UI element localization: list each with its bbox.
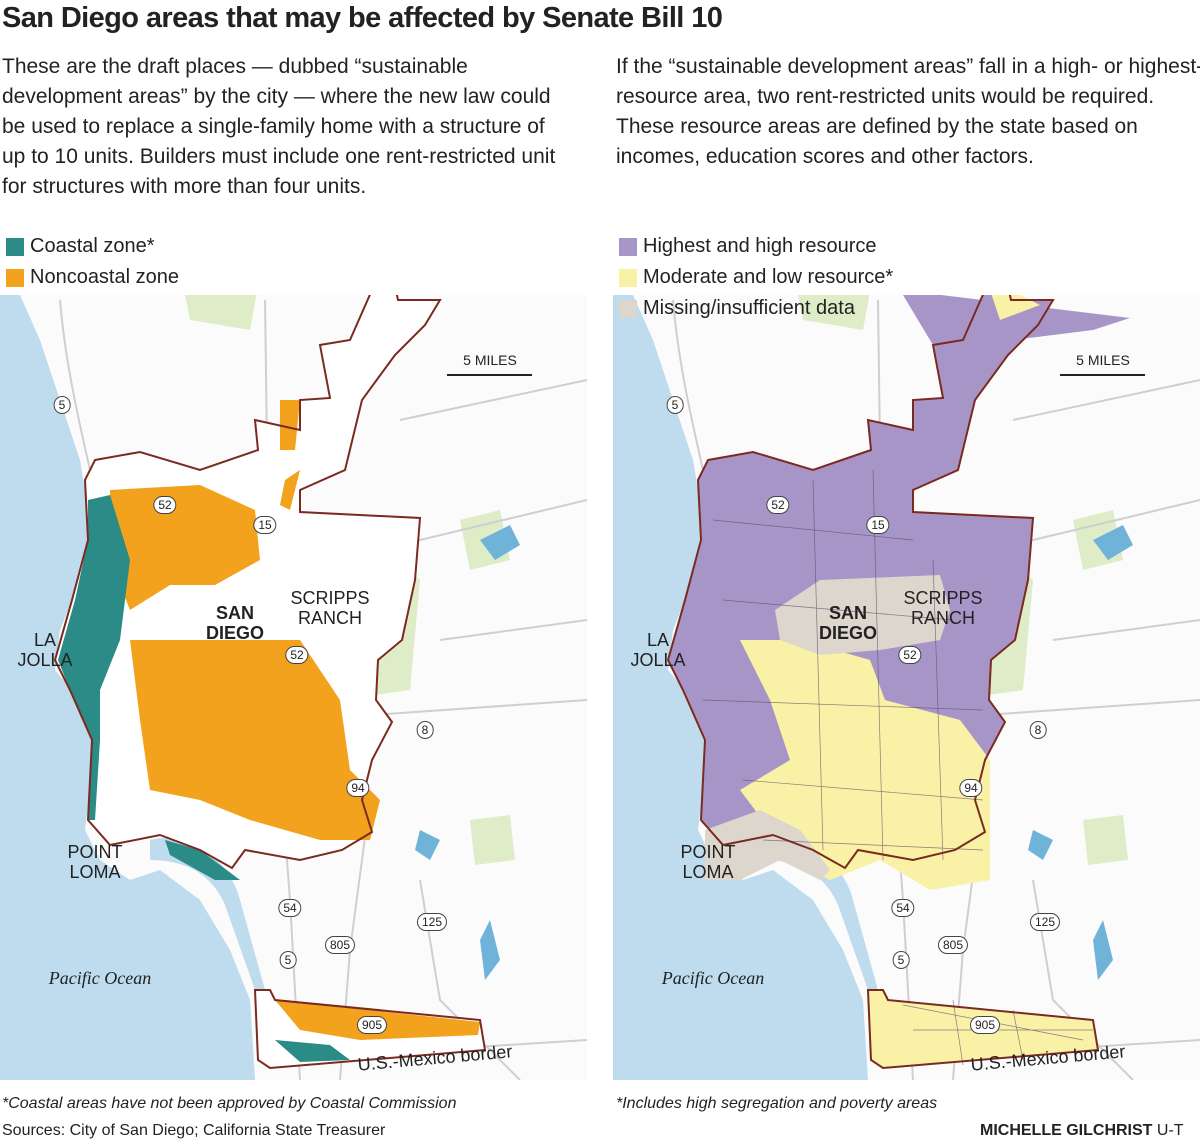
noncoastal-areas — [110, 400, 480, 1040]
left-map — [0, 295, 587, 1080]
highway-shield: 5 — [892, 951, 910, 969]
place-label: SAN DIEGO — [205, 603, 264, 643]
place-label: LA JOLLA — [17, 630, 73, 670]
legend-label: Moderate and low resource* — [643, 266, 894, 288]
highway-shield: 54 — [278, 899, 302, 917]
place-label: Pacific Ocean — [48, 968, 152, 988]
highway-shield: 54 — [891, 899, 915, 917]
highway-shield: 15 — [253, 516, 277, 534]
highway-shield: 15 — [866, 516, 890, 534]
intro: If the “sustainable development areas” f… — [616, 55, 1200, 168]
highway-shield: 94 — [346, 779, 370, 797]
highway-shield: 8 — [416, 721, 434, 739]
highway-shield: 805 — [324, 936, 356, 954]
highway-shield: 52 — [285, 646, 309, 664]
highway-shield: 52 — [153, 496, 177, 514]
footnote: *Includes high segregation and poverty a… — [616, 1095, 938, 1112]
highway-shield: 5 — [279, 951, 297, 969]
legend-item: Noncoastal zone — [6, 266, 179, 289]
intro: These are the draft places — dubbed “sus… — [2, 55, 556, 198]
legend-item: Highest and high resource — [619, 235, 876, 258]
legend-swatch — [619, 268, 637, 287]
place-label: SAN DIEGO — [818, 603, 877, 643]
legend-swatch — [619, 237, 637, 256]
title: San Diego areas that may be affected by … — [2, 2, 723, 34]
legend-swatch — [619, 299, 637, 318]
footnote: *Coastal areas have not been approved by… — [2, 1095, 457, 1112]
highway-shield: 52 — [898, 646, 922, 664]
scale-label: 5 MILES — [463, 352, 517, 368]
highway-shield: 5 — [53, 396, 71, 414]
legend-item: Coastal zone* — [6, 235, 155, 258]
place-label: POINT LOMA — [67, 842, 123, 882]
credit-block: MICHELLE GILCHRIST U-T — [980, 1122, 1184, 1140]
legend-item: Moderate and low resource* — [619, 266, 893, 289]
highway-shield: 94 — [959, 779, 983, 797]
coastal-areas — [58, 495, 350, 1062]
legend-swatch — [6, 268, 24, 287]
legend-item: Missing/insufficient data — [619, 297, 855, 320]
right-map — [613, 295, 1200, 1080]
place-label: LA JOLLA — [630, 630, 686, 670]
legend-swatch — [6, 237, 24, 256]
highway-shield: 52 — [766, 496, 790, 514]
legend-label: Noncoastal zone — [30, 266, 179, 288]
highway-shield: 905 — [356, 1016, 388, 1034]
place-label: SCRIPPS RANCH — [903, 588, 983, 628]
highway-shield: 8 — [1029, 721, 1047, 739]
highway-shield: 125 — [1029, 913, 1061, 931]
sources: Sources: City of San Diego; California S… — [2, 1122, 386, 1139]
legend-label: Missing/insufficient data — [643, 297, 855, 319]
legend-label: Highest and high resource — [643, 235, 877, 257]
scale-label: 5 MILES — [1076, 352, 1130, 368]
legend-label: Coastal zone* — [30, 235, 155, 257]
highway-shield: 805 — [937, 936, 969, 954]
highway-shield: 125 — [416, 913, 448, 931]
highway-shield: 5 — [666, 396, 684, 414]
place-label: SCRIPPS RANCH — [290, 588, 370, 628]
credit: MICHELLE GILCHRIST — [980, 1122, 1153, 1139]
place-label: Pacific Ocean — [661, 968, 765, 988]
place-label: POINT LOMA — [680, 842, 736, 882]
highway-shield: 905 — [969, 1016, 1001, 1034]
credit-org: U-T — [1156, 1122, 1184, 1139]
